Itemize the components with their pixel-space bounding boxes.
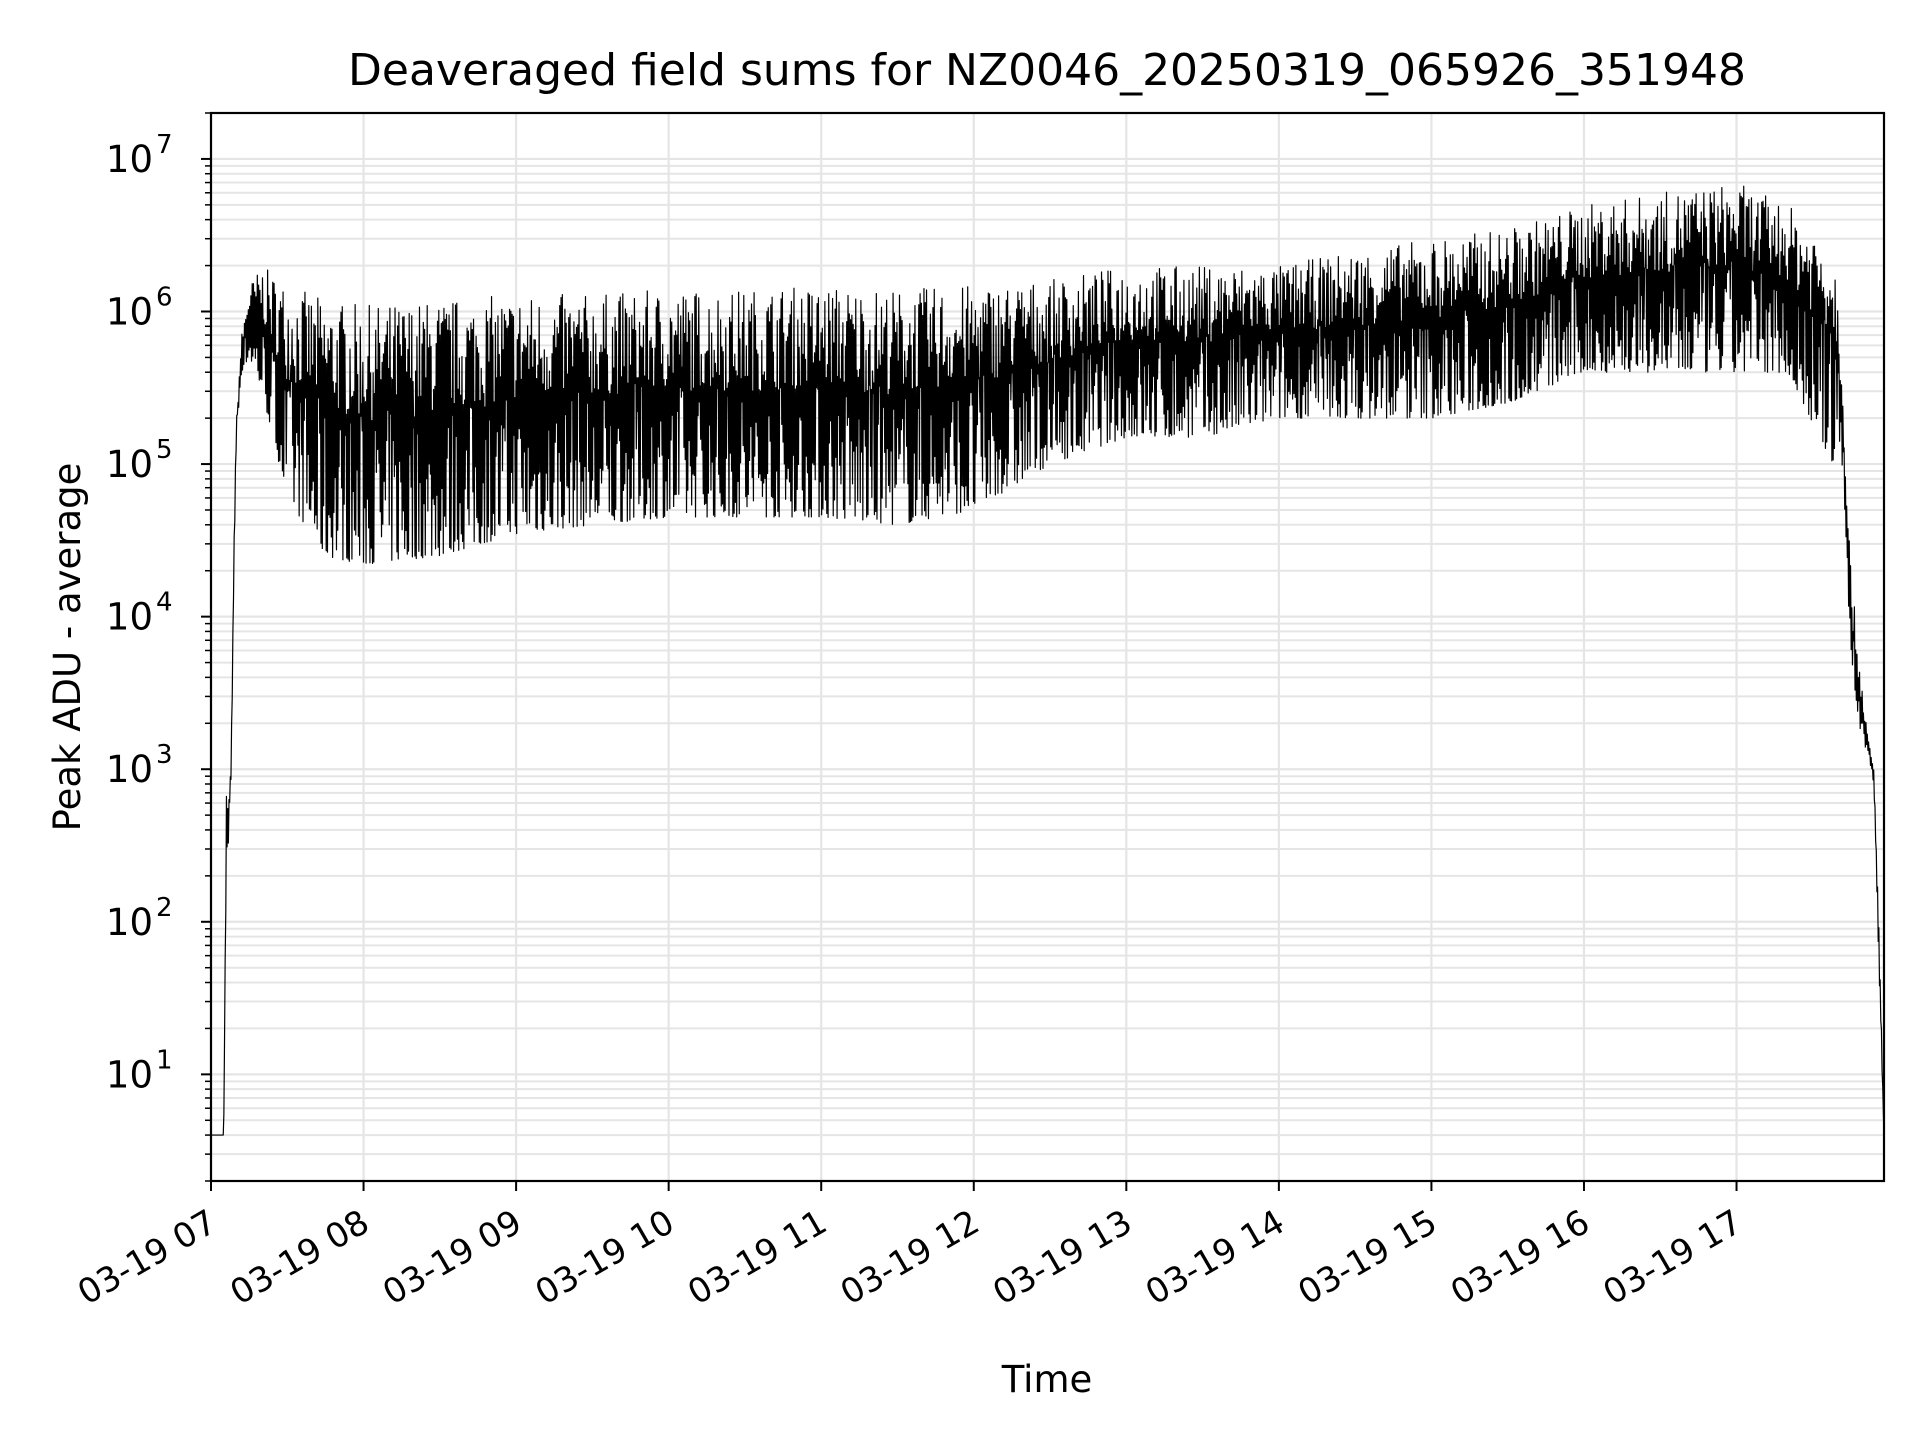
y-tick-label: 10 <box>106 138 153 181</box>
y-tick-label: 10 <box>106 901 153 944</box>
y-tick-exponent: 6 <box>156 283 173 313</box>
y-tick-exponent: 2 <box>156 893 173 923</box>
y-tick-label: 10 <box>106 443 153 486</box>
y-tick-exponent: 7 <box>156 130 173 160</box>
y-tick-exponent: 4 <box>156 588 173 618</box>
y-tick-exponent: 1 <box>156 1045 173 1075</box>
y-tick-label: 10 <box>106 1053 153 1096</box>
y-tick-exponent: 3 <box>156 740 173 770</box>
y-tick-label: 10 <box>106 291 153 334</box>
x-axis-label: Time <box>1001 1358 1093 1401</box>
grid <box>209 112 1884 1182</box>
y-tick-label: 10 <box>106 596 153 639</box>
series-line <box>211 185 1885 1136</box>
chart-title: Deaveraged field sums for NZ0046_2025031… <box>348 45 1746 96</box>
data-series <box>211 185 1885 1136</box>
y-tick-exponent: 5 <box>156 435 173 465</box>
plot-frame <box>209 111 1886 1183</box>
y-axis-label: Peak ADU - average <box>46 463 89 832</box>
y-tick-label: 10 <box>106 748 153 791</box>
